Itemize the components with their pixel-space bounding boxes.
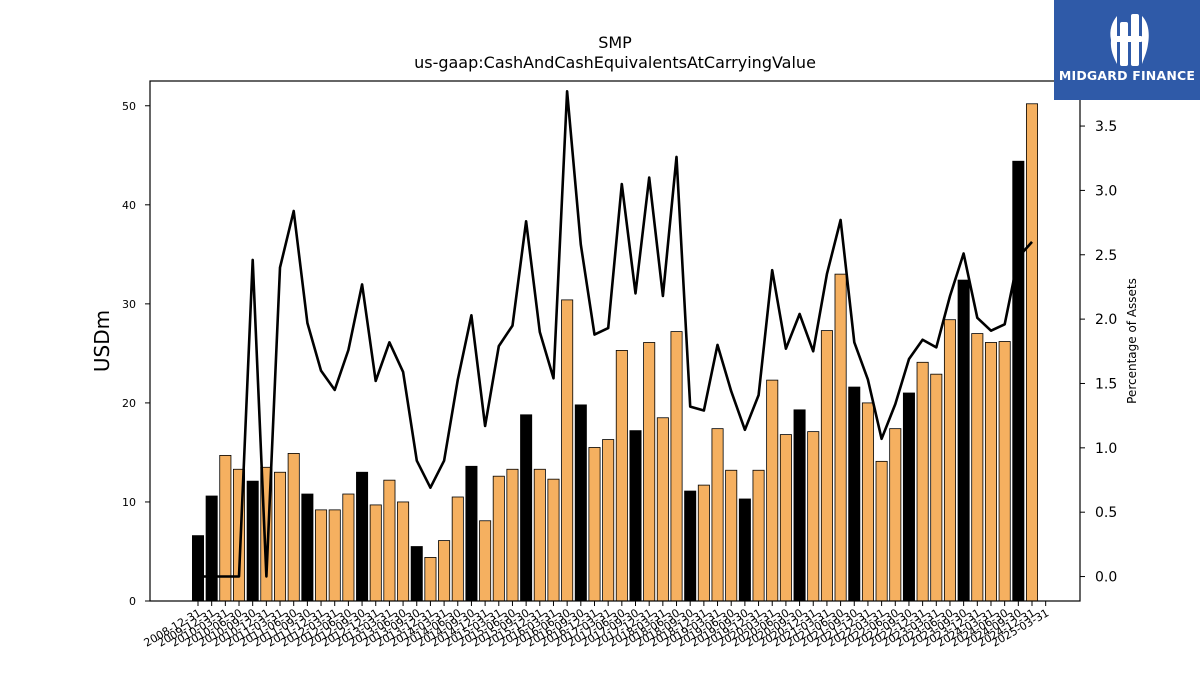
- bar-2016-09-30: [574, 404, 587, 602]
- bar-2023-03-31: [930, 373, 943, 602]
- bar-2011-09-30: [301, 493, 314, 602]
- y2-tick-label: 1.5: [1095, 376, 1117, 392]
- bar-2015-06-30: [506, 468, 519, 602]
- bar-2023-06-30: [943, 319, 956, 602]
- bar-2011-06-30: [287, 453, 300, 602]
- bar-2020-03-31: [766, 379, 779, 602]
- bar-2018-12-31: [697, 484, 710, 602]
- bar-2020-09-30: [793, 409, 806, 602]
- y2-tick-label: 0.0: [1095, 570, 1117, 586]
- bar-2014-12-31: [479, 520, 492, 602]
- bar-2010-09-30: [246, 480, 259, 602]
- bar-2015-03-31: [492, 475, 505, 602]
- bar-2023-12-31: [971, 333, 984, 602]
- y-axis-right: 0.0 0.5 1.0 1.5 2.0 2.5 3.0 3.5: [1080, 119, 1117, 586]
- bar-2020-06-30: [779, 434, 792, 602]
- chart-title: SMP: [598, 33, 632, 52]
- bar-2022-12-31: [916, 361, 929, 602]
- bar-2016-12-31: [588, 447, 601, 602]
- y-tick-label: 30: [122, 298, 136, 311]
- y2-tick-label: 2.5: [1095, 248, 1117, 264]
- y-axis-left: 0 10 20 30 40 50: [122, 100, 150, 608]
- y-tick-label: 20: [122, 397, 136, 410]
- bar-2013-03-31: [383, 479, 396, 602]
- bar-2012-09-30: [356, 471, 369, 602]
- bar-series: [191, 103, 1039, 602]
- bar-2021-09-30: [848, 386, 861, 602]
- bar-2024-12-31: [1025, 103, 1039, 602]
- bar-2017-12-31: [643, 342, 656, 602]
- bar-2019-12-31: [752, 469, 765, 602]
- logo-text: MIDGARD FINANCE: [1058, 68, 1196, 83]
- bar-2017-06-30: [615, 350, 628, 602]
- bar-2018-06-30: [670, 331, 683, 602]
- bar-2023-09-30: [957, 279, 970, 602]
- y-tick-label: 50: [122, 100, 136, 113]
- bar-2019-06-30: [725, 469, 738, 602]
- bar-2022-03-31: [875, 460, 888, 602]
- bar-2015-09-30: [520, 414, 533, 602]
- chart-subtitle: us-gaap:CashAndCashEquivalentsAtCarrying…: [414, 53, 816, 72]
- bar-2024-06-30: [998, 341, 1011, 602]
- bar-2012-03-31: [328, 509, 341, 602]
- bar-2011-03-31: [274, 471, 287, 602]
- bar-2010-03-31: [219, 454, 232, 602]
- line-series: [198, 90, 1033, 578]
- y-axis-label: USDm: [90, 310, 114, 372]
- bar-2015-12-31: [533, 468, 546, 602]
- bar-2017-09-30: [629, 430, 642, 602]
- bar-2022-06-30: [889, 428, 902, 602]
- y2-tick-label: 3.0: [1095, 183, 1117, 199]
- y2-axis-label: Percentage of Assets: [1125, 278, 1139, 404]
- bar-2016-06-30: [561, 299, 574, 602]
- y-tick-label: 10: [122, 496, 136, 509]
- y2-tick-label: 2.0: [1095, 312, 1117, 328]
- bar-2020-12-31: [807, 431, 820, 602]
- bar-2018-09-30: [684, 490, 697, 602]
- bar-2024-03-31: [984, 342, 997, 602]
- y-tick-label: 40: [122, 199, 136, 212]
- midgard-logo-icon: [1110, 14, 1149, 66]
- percentage-of-assets-line: [198, 90, 1033, 578]
- bar-2022-09-30: [902, 392, 915, 602]
- bar-2011-12-31: [315, 509, 328, 602]
- bar-2013-12-31: [424, 557, 437, 602]
- bar-2013-06-30: [397, 501, 410, 602]
- brand-logo: MIDGARD FINANCE: [1054, 0, 1200, 100]
- bar-2021-06-30: [834, 273, 847, 602]
- bar-2012-12-31: [369, 504, 382, 602]
- bar-2014-09-30: [465, 465, 478, 602]
- y2-tick-label: 1.0: [1095, 441, 1117, 457]
- y-tick-label: 0: [129, 595, 136, 608]
- bar-2008-12-31: [191, 535, 205, 602]
- bar-2018-03-31: [656, 417, 669, 602]
- plot-frame: [149, 80, 1081, 602]
- bar-2014-06-30: [451, 496, 464, 602]
- bar-2021-03-31: [820, 330, 833, 602]
- y2-tick-label: 0.5: [1095, 505, 1117, 521]
- bar-2021-12-31: [861, 402, 874, 602]
- x-axis: 2008-12-312009-12-312010-03-312010-06-30…: [142, 601, 1051, 650]
- bar-2009-12-31: [205, 495, 218, 602]
- bar-2019-09-30: [738, 498, 751, 602]
- bar-2024-09-30: [1012, 160, 1025, 602]
- bar-2012-06-30: [342, 493, 355, 602]
- bar-2014-03-31: [438, 540, 451, 602]
- bar-2013-09-30: [410, 546, 423, 602]
- bar-2016-03-31: [547, 478, 560, 602]
- y2-tick-label: 3.5: [1095, 119, 1117, 135]
- bar-2019-03-31: [711, 428, 724, 602]
- bar-2017-03-31: [602, 439, 615, 602]
